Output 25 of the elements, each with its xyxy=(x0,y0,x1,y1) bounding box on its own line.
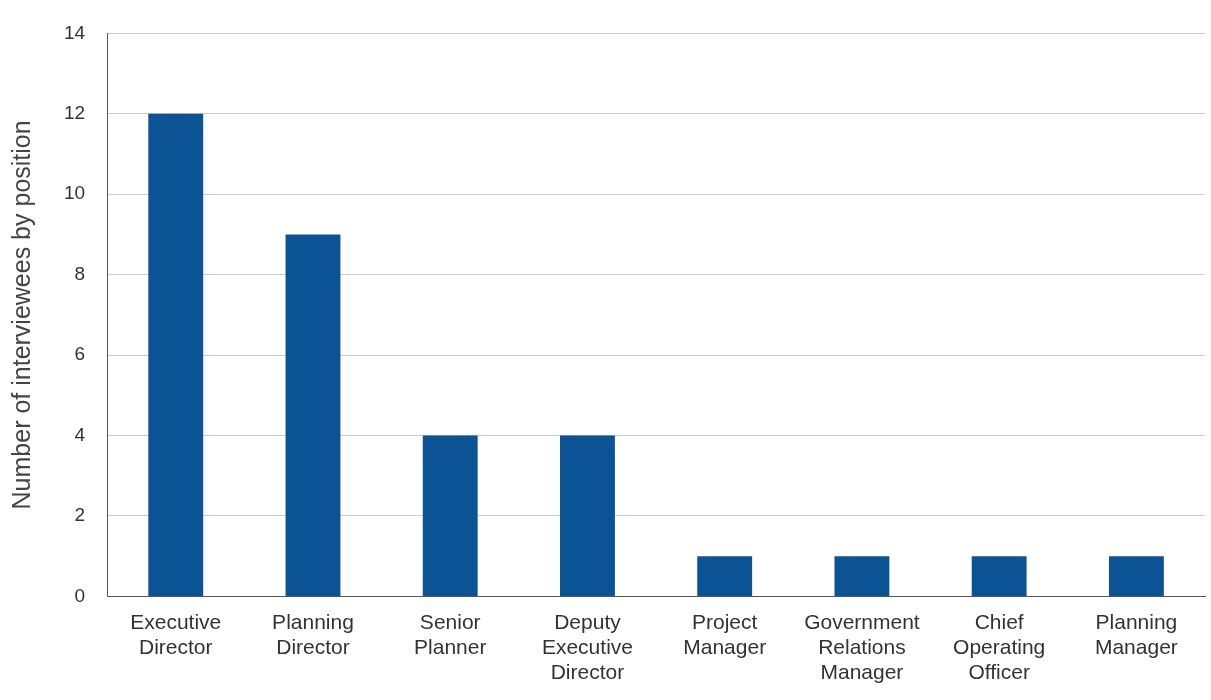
y-tick-label: 12 xyxy=(63,102,86,124)
bar xyxy=(971,556,1027,596)
y-tick-label: 0 xyxy=(74,584,86,606)
x-tick-label: Senior Planner xyxy=(414,609,487,658)
x-tick-label: Project Manager xyxy=(683,609,767,658)
y-tick-label: 6 xyxy=(74,343,86,365)
bar xyxy=(285,234,341,596)
x-tick-label: Chief Operating Officer xyxy=(953,609,1046,684)
x-tick-label: Planning Director xyxy=(272,609,354,658)
bar xyxy=(697,556,753,596)
y-tick-label: 2 xyxy=(74,504,86,526)
x-tick-label: Government Relations Manager xyxy=(804,609,920,684)
bar xyxy=(1108,556,1164,596)
y-tick-label: 8 xyxy=(74,262,86,284)
bar xyxy=(148,113,204,596)
bar xyxy=(560,435,615,596)
bar xyxy=(834,556,890,596)
y-axis-title: Number of interviewees by position xyxy=(6,120,35,510)
y-tick-label: 4 xyxy=(74,423,86,445)
x-tick-label: Executive Director xyxy=(130,609,222,658)
bar xyxy=(422,435,478,596)
x-tick-label: Planning Manager xyxy=(1094,609,1178,658)
y-tick-label: 14 xyxy=(63,21,86,43)
y-tick-label: 10 xyxy=(63,182,86,204)
x-tick-label: Deputy Executive Director xyxy=(541,609,633,684)
